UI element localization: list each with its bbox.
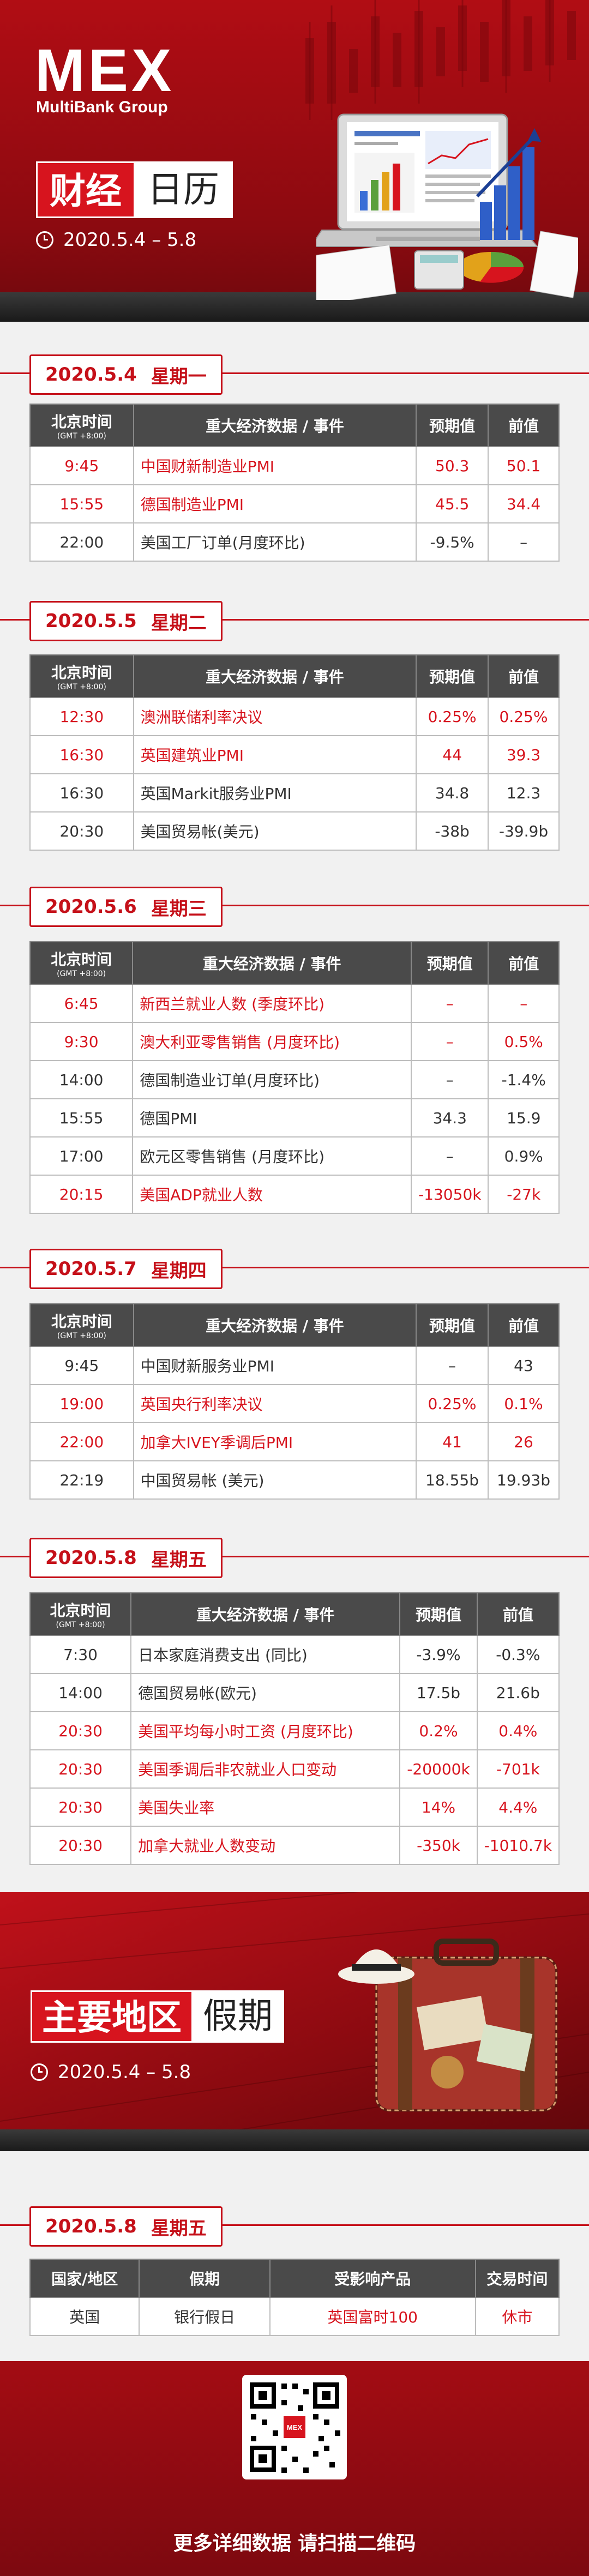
table-row: 15:55 德国PMI 34.3 15.9	[29, 1098, 560, 1137]
holiday-date-range: 2020.5.4 – 5.8	[31, 2061, 191, 2083]
day-header-2020-5-5: 2020.5.5 星期二	[0, 598, 589, 641]
col-header-event: 重大经济数据 / 事件	[133, 404, 417, 447]
col-header-previous: 前值	[488, 404, 560, 447]
holiday-date-text: 2020.5.4 – 5.8	[58, 2061, 191, 2083]
col-header-time: 北京时间 (GMT +8:00)	[29, 1303, 134, 1347]
col-header-forecast: 预期值	[399, 1592, 478, 1636]
day-weekday: 星期四	[151, 1260, 207, 1282]
table-row: 9:30 澳大利亚零售销售 (月度环比) –0.5%	[29, 1022, 560, 1061]
table-row: 6:45 新西兰就业人数 (季度环比) – –	[29, 984, 560, 1023]
table-row: 英国 银行假日 英国富时100 休市	[29, 2297, 560, 2336]
calendar-table-day-4: 北京时间 (GMT +8:00) 重大经济数据 / 事件 预期值 前值 9:45 中…	[29, 1303, 560, 1500]
table-row: 20:15 美国ADP就业人数 -13050k -27k	[29, 1175, 560, 1214]
table-row: 20:30 美国平均每小时工资 (月度环比) 0.2% 0.4%	[29, 1711, 560, 1750]
col-header-previous: 前值	[476, 1592, 560, 1636]
col-header-forecast: 预期值	[416, 654, 489, 698]
table-row: 12:30 澳洲联储利率决议 0.25% 0.25%	[29, 697, 560, 736]
holiday-day-header: 2020.5.8 星期五	[0, 2203, 589, 2247]
day-date: 2020.5.7	[45, 1258, 137, 1280]
calendar-table-day-1: 北京时间 (GMT +8:00) 重大经济数据 / 事件 预期值 前值 9:45 中…	[29, 404, 560, 562]
candlestick-background	[305, 0, 576, 120]
col-header-trading-time: 交易时间	[474, 2259, 560, 2298]
day-weekday: 星期五	[151, 1549, 207, 1571]
holiday-title-white: 假期	[191, 1990, 284, 2043]
calendar-table-day-2: 北京时间 (GMT +8:00) 重大经济数据 / 事件 预期值 前值 12:30…	[29, 654, 560, 851]
col-header-event: 重大经济数据 / 事件	[132, 941, 412, 985]
mex-logo: MEX	[35, 37, 175, 104]
suitcase-illustration	[0, 1892, 589, 2151]
table-row: 9:45 中国财新制造业PMI 50.3 50.1	[29, 446, 560, 485]
col-header-time: 北京时间 (GMT +8:00)	[29, 404, 134, 447]
qr-center-logo: MEX	[287, 2423, 303, 2431]
table-row: 20:30 加拿大就业人数变动 -350k -1010.7k	[29, 1826, 560, 1865]
footer-text: 更多详细数据 请扫描二维码	[173, 2532, 416, 2555]
col-header-product: 受影响产品	[269, 2259, 476, 2298]
day-date: 2020.5.8	[45, 1547, 137, 1569]
day-weekday: 星期三	[151, 898, 207, 920]
day-weekday: 星期五	[151, 2217, 207, 2240]
col-header-event: 重大经济数据 / 事件	[130, 1592, 401, 1636]
day-weekday: 星期一	[151, 365, 207, 388]
col-header-forecast: 预期值	[416, 404, 489, 447]
col-header-holiday: 假期	[139, 2259, 271, 2298]
table-row: 22:00 美国工厂订单(月度环比) -9.5% –	[29, 522, 560, 562]
day-weekday: 星期二	[151, 612, 207, 634]
table-row: 17:00 欧元区零售销售 (月度环比) –0.9%	[29, 1136, 560, 1176]
laptop-chart-illustration	[316, 113, 578, 300]
header-dark-bar	[0, 292, 589, 322]
holiday-title-red: 主要地区	[31, 1990, 191, 2043]
table-row: 19:00 英国央行利率决议 0.25% 0.1%	[29, 1384, 560, 1423]
clock-icon	[36, 231, 53, 249]
day-header-2020-5-6: 2020.5.6 星期三	[0, 883, 589, 927]
qr-code-icon: MEX	[250, 2382, 340, 2473]
day-date: 2020.5.8	[45, 2216, 137, 2237]
day-date: 2020.5.6	[45, 896, 137, 918]
table-row: 20:30 美国失业率 14% 4.4%	[29, 1787, 560, 1827]
table-row: 14:00 德国贸易帐(欧元) 17.5b 21.6b	[29, 1673, 560, 1712]
table-row: 16:30 英国Markit服务业PMI 34.8 12.3	[29, 773, 560, 812]
table-row: 15:55 德国制造业PMI 45.5 34.4	[29, 484, 560, 523]
day-header-2020-5-4: 2020.5.4 星期一	[0, 351, 589, 395]
calendar-table-day-5: 北京时间 (GMT +8:00) 重大经济数据 / 事件 预期值 前值 7:30 日…	[29, 1592, 560, 1865]
col-header-time: 北京时间 (GMT +8:00)	[29, 1592, 132, 1636]
day-header-2020-5-8: 2020.5.8 星期五	[0, 1534, 589, 1578]
page-title-white: 日历	[134, 161, 233, 218]
day-date: 2020.5.4	[45, 364, 137, 386]
table-row: 22:00 加拿大IVEY季调后PMI 41 26	[29, 1422, 560, 1461]
col-header-previous: 前值	[488, 654, 560, 698]
calendar-table-day-3: 北京时间 (GMT +8:00) 重大经济数据 / 事件 预期值 前值 6:45 新…	[29, 941, 560, 1214]
table-row: 16:30 英国建筑业PMI 44 39.3	[29, 735, 560, 774]
page-title-red: 财经	[36, 161, 134, 218]
table-row: 7:30 日本家庭消费支出 (同比) -3.9% -0.3%	[29, 1635, 560, 1674]
col-header-event: 重大经济数据 / 事件	[133, 654, 417, 698]
holiday-banner	[0, 1892, 589, 2151]
holiday-title: 主要地区 假期	[31, 1990, 284, 2043]
day-date: 2020.5.5	[45, 610, 137, 632]
header-date-text: 2020.5.4 – 5.8	[63, 229, 197, 251]
day-header-2020-5-7: 2020.5.7 星期四	[0, 1245, 589, 1289]
logo-subtitle: MultiBank Group	[36, 98, 168, 116]
col-header-time: 北京时间 (GMT +8:00)	[29, 654, 134, 698]
col-header-event: 重大经济数据 / 事件	[133, 1303, 417, 1347]
col-header-forecast: 预期值	[416, 1303, 489, 1347]
col-header-time: 北京时间 (GMT +8:00)	[29, 941, 134, 985]
col-header-previous: 前值	[488, 1303, 560, 1347]
table-row: 22:19 中国贸易帐 (美元) 18.55b 19.93b	[29, 1460, 560, 1500]
col-header-region: 国家/地区	[29, 2259, 140, 2298]
holiday-table: 国家/地区 假期 受影响产品 交易时间 英国 银行假日 英国富时100 休市	[29, 2259, 560, 2336]
table-row: 14:00 德国制造业订单(月度环比) – -1.4%	[29, 1060, 560, 1099]
table-row: 20:30 美国贸易帐(美元) -38b -39.9b	[29, 811, 560, 851]
header-date-range: 2020.5.4 – 5.8	[36, 229, 196, 251]
col-header-previous: 前值	[488, 941, 560, 985]
table-row: 9:45 中国财新服务业PMI –43	[29, 1346, 560, 1385]
page-title: 财经 日历	[36, 161, 233, 218]
holiday-dark-bar	[0, 2129, 589, 2151]
table-row: 20:30 美国季调后非农就业人口变动 -20000k -701k	[29, 1749, 560, 1789]
qr-code[interactable]: MEX	[242, 2375, 347, 2479]
clock-icon	[31, 2063, 48, 2081]
col-header-forecast: 预期值	[411, 941, 489, 985]
